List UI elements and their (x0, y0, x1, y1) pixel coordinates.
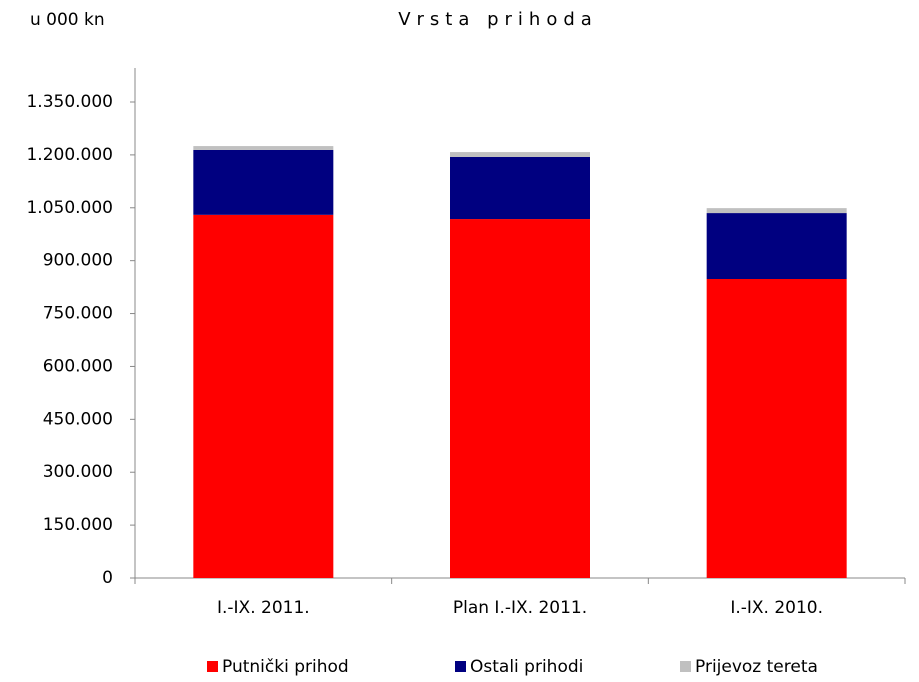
x-tick-label: I.-IX. 2011. (217, 598, 310, 618)
bar-segment (193, 214, 334, 578)
y-tick-label: 1.200.000 (26, 145, 113, 165)
bar-segment (706, 213, 847, 280)
y-tick-label: 1.350.000 (26, 92, 113, 112)
bar-segment (193, 146, 334, 150)
y-tick-label: 450.000 (43, 409, 113, 429)
unit-label: u 000 kn (30, 10, 105, 30)
y-tick-label: 600.000 (43, 356, 113, 376)
y-tick-label: 150.000 (43, 515, 113, 535)
y-tick-label: 0 (102, 568, 113, 588)
bar-segment (450, 157, 590, 220)
legend-swatch (455, 661, 466, 672)
legend-label: Prijevoz tereta (695, 657, 818, 677)
y-tick-label: 1.050.000 (26, 198, 113, 218)
y-tick-label: 900.000 (43, 251, 113, 271)
chart-title: Vrsta prihoda (398, 9, 598, 30)
legend-label: Putnički prihod (222, 657, 349, 677)
y-tick-label: 300.000 (43, 462, 113, 482)
legend-label: Ostali prihodi (470, 657, 583, 677)
bar-segment (450, 219, 590, 579)
x-tick-label: I.-IX. 2010. (730, 598, 823, 618)
bar-segment (450, 152, 590, 158)
bar-segment (706, 279, 847, 578)
legend-swatch (207, 661, 218, 672)
bar-segment (706, 208, 847, 214)
legend-swatch (680, 661, 691, 672)
bar-segment (193, 149, 334, 215)
x-tick-label: Plan I.-IX. 2011. (453, 598, 587, 618)
y-tick-label: 750.000 (43, 304, 113, 324)
